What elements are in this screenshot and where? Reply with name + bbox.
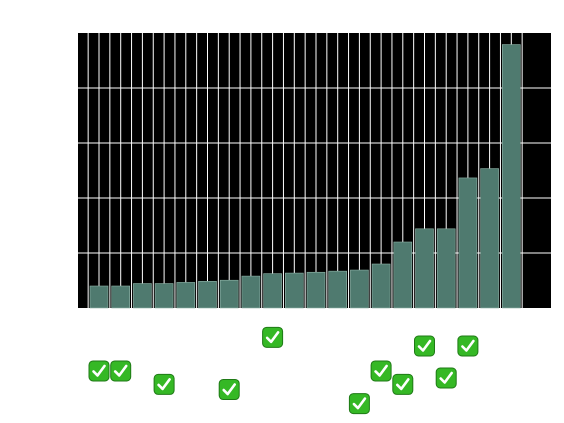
check-markers [88,326,479,415]
check-glyph [461,339,475,352]
check-mark-button-icon [348,393,370,415]
check-box [218,379,240,401]
check-glyph [352,397,367,410]
bar [350,269,369,309]
check-mark-button-icon [110,360,132,382]
check-glyph [374,364,388,377]
check-mark-button-icon [262,326,284,348]
check-box [435,367,457,389]
bar [263,273,282,309]
bar [176,282,196,309]
check-glyph [92,364,106,377]
bar [501,44,521,309]
bar [436,228,456,309]
check-mark-button-icon [370,360,392,382]
check-glyph [439,371,453,384]
check-mark-button-icon [218,379,240,401]
check-box [110,360,132,382]
check-box [348,393,370,415]
check-mark-button-icon [153,373,175,395]
check-mark-button-icon [435,367,457,389]
check-mark-button-icon [88,360,110,382]
check-glyph [113,364,128,377]
bar [371,263,391,309]
bar [393,241,413,309]
check-box [262,326,284,348]
bar [154,283,174,309]
bar [89,285,109,309]
check-mark-button-icon [392,373,414,395]
bar [306,271,326,309]
bar [241,275,261,309]
bar [458,177,478,309]
bar [133,283,152,309]
check-glyph [417,339,432,352]
check-glyph [222,383,236,396]
check-box [457,335,479,357]
bar [198,281,217,309]
bar [284,272,304,309]
check-box [153,373,175,395]
check-box [88,360,110,382]
check-mark-button-icon [457,335,479,357]
bar [328,270,348,309]
bar [480,168,499,309]
bar [415,228,434,309]
bars [89,44,521,309]
check-box [414,335,435,357]
bar [111,285,130,309]
check-box [392,373,414,395]
check-glyph [157,378,171,391]
check-mark-button-icon [414,335,435,357]
bar [219,279,239,309]
plot-area [78,33,551,308]
check-box [370,360,392,382]
check-glyph [265,331,280,344]
check-glyph [396,378,410,391]
